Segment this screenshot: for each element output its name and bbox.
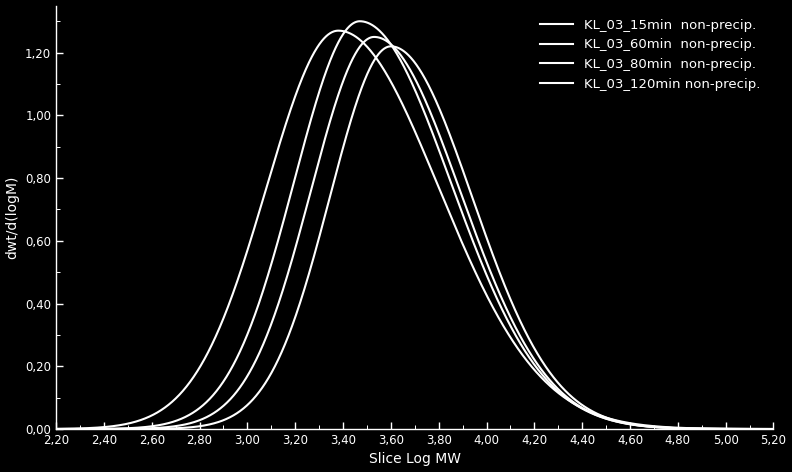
KL_03_15min  non-precip.: [51, 426, 61, 432]
Y-axis label: dwt/d(logM): dwt/d(logM): [6, 176, 20, 259]
KL_03_120min non-precip.: [176, 425, 185, 431]
KL_03_80min  non-precip.: [176, 422, 185, 428]
KL_03_60min  non-precip.: [326, 55, 336, 61]
KL_03_15min  non-precip.: [678, 425, 687, 431]
KL_03_60min  non-precip.: [358, 18, 367, 24]
KL_03_15min  non-precip.: [176, 391, 185, 396]
Line: KL_03_15min  non-precip.: KL_03_15min non-precip.: [56, 31, 774, 429]
KL_03_80min  non-precip.: [51, 426, 61, 432]
KL_03_60min  non-precip.: [176, 416, 185, 422]
KL_03_120min non-precip.: [51, 426, 61, 432]
Legend: KL_03_15min  non-precip., KL_03_60min  non-precip., KL_03_80min  non-precip., KL: KL_03_15min non-precip., KL_03_60min non…: [534, 12, 767, 97]
KL_03_120min non-precip.: [357, 84, 367, 89]
KL_03_80min  non-precip.: [755, 426, 764, 432]
KL_03_120min non-precip.: [133, 426, 143, 432]
KL_03_80min  non-precip.: [357, 41, 367, 47]
KL_03_15min  non-precip.: [133, 418, 143, 424]
KL_03_15min  non-precip.: [769, 426, 779, 432]
KL_03_120min non-precip.: [678, 426, 687, 431]
KL_03_60min  non-precip.: [755, 426, 764, 432]
KL_03_60min  non-precip.: [51, 426, 61, 432]
KL_03_120min non-precip.: [386, 43, 396, 49]
KL_03_80min  non-precip.: [133, 426, 143, 431]
KL_03_15min  non-precip.: [333, 28, 343, 34]
Line: KL_03_60min  non-precip.: KL_03_60min non-precip.: [56, 21, 774, 429]
KL_03_120min non-precip.: [769, 426, 779, 432]
KL_03_120min non-precip.: [326, 189, 336, 195]
KL_03_80min  non-precip.: [370, 34, 379, 40]
KL_03_80min  non-precip.: [678, 426, 687, 431]
KL_03_80min  non-precip.: [326, 115, 336, 120]
KL_03_60min  non-precip.: [133, 425, 143, 430]
KL_03_80min  non-precip.: [769, 426, 779, 432]
X-axis label: Slice Log MW: Slice Log MW: [369, 453, 461, 466]
KL_03_15min  non-precip.: [358, 39, 367, 45]
KL_03_60min  non-precip.: [355, 18, 364, 24]
KL_03_15min  non-precip.: [326, 30, 336, 35]
Line: KL_03_120min non-precip.: KL_03_120min non-precip.: [56, 46, 774, 429]
KL_03_120min non-precip.: [755, 426, 764, 432]
KL_03_60min  non-precip.: [678, 425, 687, 431]
KL_03_60min  non-precip.: [769, 426, 779, 432]
Line: KL_03_80min  non-precip.: KL_03_80min non-precip.: [56, 37, 774, 429]
KL_03_15min  non-precip.: [755, 426, 764, 432]
